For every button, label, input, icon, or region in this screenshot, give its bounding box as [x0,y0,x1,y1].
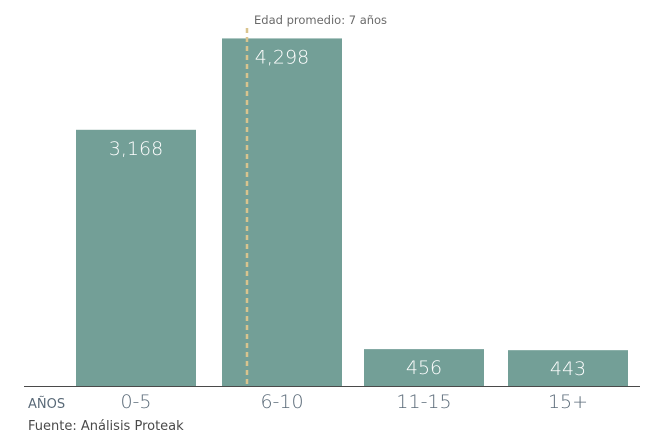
value-labels-layer: 3,168 4,298 456 443 [109,46,586,380]
bar-0-5 [76,129,196,386]
value-label-15+: 443 [550,358,586,380]
value-label-6-10: 4,298 [255,46,309,68]
x-axis-label: AÑOS [28,396,65,412]
bars-layer [76,38,628,386]
category-label-11-15: 11-15 [396,391,451,413]
category-label-6-10: 6-10 [260,391,303,413]
category-label-15+: 15+ [548,391,588,413]
source-note: Fuente: Análisis Proteak [28,419,184,434]
bar-6-10 [222,38,342,386]
value-label-11-15: 456 [406,357,442,379]
category-label-0-5: 0-5 [120,391,151,413]
average-age-annotation: Edad promedio: 7 años [254,13,387,27]
value-label-0-5: 3,168 [109,138,163,160]
bar-11-15 [364,349,484,386]
category-labels-layer: 0-5 6-10 11-15 15+ [120,391,588,413]
bar-15+ [508,350,628,386]
